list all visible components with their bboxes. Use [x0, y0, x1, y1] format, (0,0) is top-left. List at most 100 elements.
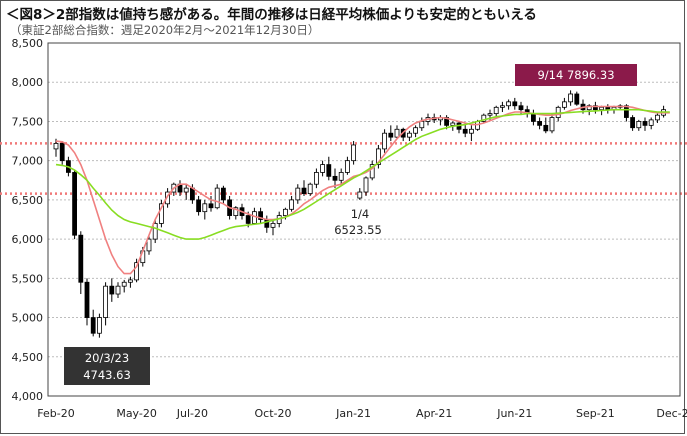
candle-body	[493, 106, 499, 115]
candle-body	[624, 105, 629, 118]
candle-body	[499, 105, 505, 108]
candle-body	[351, 144, 357, 162]
candle-body	[487, 113, 493, 116]
candle-body	[382, 132, 388, 150]
y-tick-label: 5,000	[12, 312, 44, 325]
y-tick-label: 7,000	[12, 155, 44, 168]
candle-body	[84, 281, 90, 318]
candle-body	[233, 207, 239, 216]
y-tick-label: 8,000	[12, 76, 44, 89]
candle-body	[165, 191, 171, 205]
low-label-box	[64, 347, 150, 385]
candle-body	[462, 128, 468, 134]
x-tick-label: May-20	[116, 407, 157, 420]
candle-body	[90, 317, 96, 334]
candle-body	[636, 121, 642, 129]
candle-body	[72, 172, 77, 236]
candle-body	[220, 187, 226, 201]
candle-body	[599, 106, 604, 111]
candle-body	[506, 101, 512, 107]
candle-body	[121, 281, 127, 287]
x-tick-label: Jul-20	[176, 407, 208, 420]
annotations: 20/3/23 4743.63 9/14 7896.33 1/4 6523.55	[64, 64, 637, 385]
candle-body	[562, 101, 567, 108]
candle-body	[518, 105, 524, 111]
candle-body	[481, 114, 487, 122]
candle-body	[313, 172, 319, 185]
x-tick-label: Jun-21	[496, 407, 532, 420]
x-tick-label: Sep-21	[576, 407, 615, 420]
candle-body	[630, 117, 635, 129]
candle-body	[419, 121, 425, 129]
candle-body	[152, 223, 158, 240]
candle-body	[537, 121, 542, 126]
y-tick-label: 7,500	[12, 115, 44, 128]
candle-body	[543, 124, 549, 132]
x-tick-label: Feb-20	[37, 407, 74, 420]
candles	[53, 90, 666, 338]
low-label-value: 4743.63	[83, 368, 131, 382]
candle-body	[357, 191, 363, 199]
candle-body	[468, 128, 474, 134]
candle-body	[245, 215, 251, 224]
candle-body	[450, 122, 456, 126]
candle-body	[413, 127, 419, 134]
candle-body	[264, 219, 270, 228]
candle-body	[109, 285, 115, 295]
reference-lines	[0, 142, 687, 195]
plot-border	[47, 42, 681, 397]
candle-body	[531, 113, 536, 122]
candle-body	[134, 262, 140, 281]
candle-body	[158, 203, 164, 224]
candle-body	[332, 175, 338, 181]
candle-body	[53, 143, 59, 150]
candle-body	[127, 279, 133, 283]
candle-body	[78, 234, 84, 283]
candle-body	[320, 164, 326, 173]
low-label-date: 20/3/23	[85, 351, 129, 365]
grid-lines	[48, 81, 680, 358]
candle-body	[115, 285, 121, 295]
x-tick-label: Oct-20	[255, 407, 292, 420]
x-tick-label: Apr-21	[416, 407, 452, 420]
moving-average-long	[55, 108, 670, 240]
candle-body	[406, 132, 412, 138]
candle-body	[301, 187, 307, 195]
x-tick-label: Jan-21	[335, 407, 371, 420]
high-label-text: 9/14 7896.33	[537, 68, 614, 82]
x-tick-label: Dec-21	[656, 407, 687, 420]
candle-body	[326, 164, 332, 177]
candle-body	[642, 121, 648, 126]
candle-body	[574, 93, 580, 105]
mid-label-value: 6523.55	[334, 223, 382, 237]
candle-body	[568, 93, 573, 103]
candle-body	[369, 164, 375, 179]
candle-body	[214, 187, 220, 209]
y-tick-label: 5,500	[12, 272, 44, 285]
candle-body	[183, 187, 189, 193]
candle-body	[307, 183, 313, 195]
candle-body	[258, 211, 264, 220]
chart-subtitle: （東証2部総合指数：週足2020年2月～2021年12月30日）	[10, 23, 320, 37]
candle-body	[289, 199, 295, 210]
y-tick-label: 4,500	[12, 351, 44, 364]
chart-title: ＜図8＞2部指数は値持ち感がある。年間の推移は日経平均株価よりも安定的ともいえる	[6, 7, 537, 23]
candle-body	[282, 208, 288, 216]
axes: 4,000 4,500 5,000 5,500 6,000 6,500 7,000 7,500…	[12, 37, 687, 420]
y-tick-label: 4,000	[12, 390, 44, 403]
candle-body	[375, 148, 381, 165]
candle-body	[270, 223, 276, 228]
candle-body	[363, 177, 369, 193]
candle-body	[59, 143, 65, 162]
candle-body	[344, 160, 350, 173]
candle-body	[97, 317, 102, 334]
candle-body	[394, 128, 400, 138]
candle-body	[103, 285, 108, 318]
y-tick-label: 6,000	[12, 233, 44, 246]
candle-body	[202, 203, 208, 213]
candle-body	[388, 132, 394, 138]
mid-label-date: 1/4	[351, 207, 370, 221]
candle-body	[338, 172, 344, 181]
